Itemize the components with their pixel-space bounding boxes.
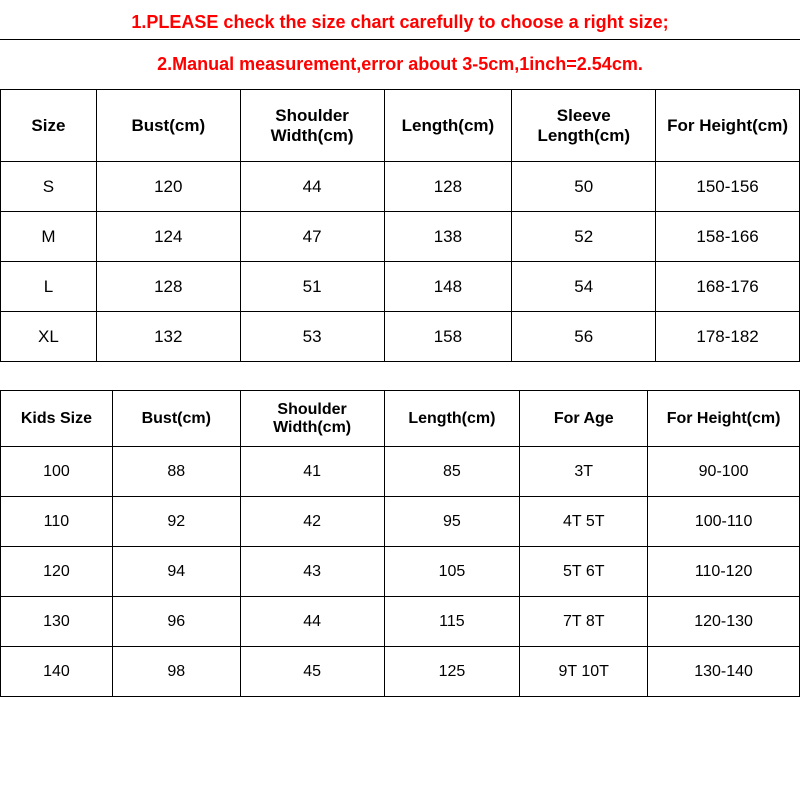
adult-header-cell: Sleeve Length(cm) [512, 90, 656, 162]
adult-cell: 53 [240, 312, 384, 362]
kids-cell: 5T 6T [520, 547, 648, 597]
kids-cell: 88 [112, 447, 240, 497]
adult-cell: 128 [96, 262, 240, 312]
adult-row: M1244713852158-166 [1, 212, 800, 262]
kids-header-cell: Bust(cm) [112, 391, 240, 447]
notice-line-2: 2.Manual measurement,error about 3-5cm,1… [0, 40, 800, 89]
kids-cell: 44 [240, 597, 384, 647]
adult-header-cell: Bust(cm) [96, 90, 240, 162]
kids-cell: 95 [384, 497, 520, 547]
adult-cell: 120 [96, 162, 240, 212]
kids-cell: 140 [1, 647, 113, 697]
adult-cell: 148 [384, 262, 512, 312]
kids-cell: 45 [240, 647, 384, 697]
kids-cell: 115 [384, 597, 520, 647]
kids-cell: 120 [1, 547, 113, 597]
kids-cell: 100-110 [648, 497, 800, 547]
adult-cell: S [1, 162, 97, 212]
kids-cell: 7T 8T [520, 597, 648, 647]
adult-cell: 138 [384, 212, 512, 262]
kids-header-cell: For Height(cm) [648, 391, 800, 447]
kids-row: 13096441157T 8T120-130 [1, 597, 800, 647]
kids-cell: 94 [112, 547, 240, 597]
adult-cell: 150-156 [656, 162, 800, 212]
kids-row: 14098451259T 10T130-140 [1, 647, 800, 697]
kids-header-cell: Kids Size [1, 391, 113, 447]
adult-cell: M [1, 212, 97, 262]
kids-cell: 85 [384, 447, 520, 497]
adult-cell: 50 [512, 162, 656, 212]
adult-cell: 158 [384, 312, 512, 362]
kids-cell: 96 [112, 597, 240, 647]
kids-cell: 110-120 [648, 547, 800, 597]
kids-header-row: Kids SizeBust(cm)Shoulder Width(cm)Lengt… [1, 391, 800, 447]
adult-cell: 158-166 [656, 212, 800, 262]
adult-cell: 54 [512, 262, 656, 312]
adult-header-cell: Shoulder Width(cm) [240, 90, 384, 162]
adult-row: S1204412850150-156 [1, 162, 800, 212]
adult-header-cell: For Height(cm) [656, 90, 800, 162]
kids-cell: 9T 10T [520, 647, 648, 697]
adult-cell: 51 [240, 262, 384, 312]
adult-cell: 178-182 [656, 312, 800, 362]
kids-header-cell: Length(cm) [384, 391, 520, 447]
adult-row: XL1325315856178-182 [1, 312, 800, 362]
kids-cell: 43 [240, 547, 384, 597]
adult-cell: 44 [240, 162, 384, 212]
kids-row: 1008841853T90-100 [1, 447, 800, 497]
kids-row: 1109242954T 5T100-110 [1, 497, 800, 547]
kids-size-table: Kids SizeBust(cm)Shoulder Width(cm)Lengt… [0, 390, 800, 697]
adult-header-cell: Size [1, 90, 97, 162]
kids-row: 12094431055T 6T110-120 [1, 547, 800, 597]
kids-cell: 130-140 [648, 647, 800, 697]
adult-cell: XL [1, 312, 97, 362]
adult-cell: 128 [384, 162, 512, 212]
kids-cell: 3T [520, 447, 648, 497]
kids-cell: 41 [240, 447, 384, 497]
kids-cell: 125 [384, 647, 520, 697]
adult-table-head: SizeBust(cm)Shoulder Width(cm)Length(cm)… [1, 90, 800, 162]
adult-header-cell: Length(cm) [384, 90, 512, 162]
adult-cell: 168-176 [656, 262, 800, 312]
kids-cell: 4T 5T [520, 497, 648, 547]
adult-cell: L [1, 262, 97, 312]
kids-cell: 92 [112, 497, 240, 547]
kids-table-body: 1008841853T90-1001109242954T 5T100-11012… [1, 447, 800, 697]
notice-line-1: 1.PLEASE check the size chart carefully … [0, 0, 800, 40]
kids-cell: 100 [1, 447, 113, 497]
adult-cell: 47 [240, 212, 384, 262]
adult-row: L1285114854168-176 [1, 262, 800, 312]
adult-cell: 52 [512, 212, 656, 262]
kids-cell: 105 [384, 547, 520, 597]
adult-cell: 56 [512, 312, 656, 362]
kids-header-cell: For Age [520, 391, 648, 447]
kids-cell: 120-130 [648, 597, 800, 647]
adult-header-row: SizeBust(cm)Shoulder Width(cm)Length(cm)… [1, 90, 800, 162]
kids-cell: 42 [240, 497, 384, 547]
adult-cell: 124 [96, 212, 240, 262]
adult-size-table: SizeBust(cm)Shoulder Width(cm)Length(cm)… [0, 89, 800, 362]
size-chart-container: 1.PLEASE check the size chart carefully … [0, 0, 800, 697]
kids-cell: 110 [1, 497, 113, 547]
kids-cell: 98 [112, 647, 240, 697]
kids-cell: 90-100 [648, 447, 800, 497]
adult-table-body: S1204412850150-156M1244713852158-166L128… [1, 162, 800, 362]
kids-header-cell: Shoulder Width(cm) [240, 391, 384, 447]
kids-cell: 130 [1, 597, 113, 647]
adult-cell: 132 [96, 312, 240, 362]
kids-table-head: Kids SizeBust(cm)Shoulder Width(cm)Lengt… [1, 391, 800, 447]
table-gap [0, 362, 800, 390]
